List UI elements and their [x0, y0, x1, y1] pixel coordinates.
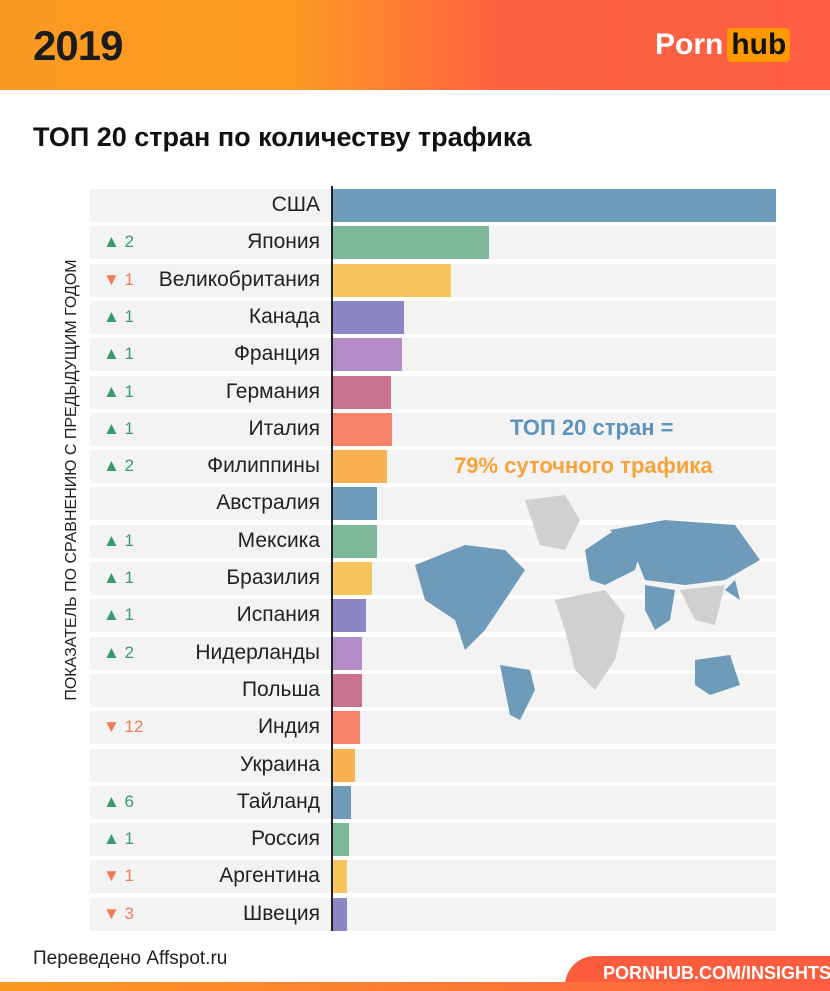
rank-change: ▼ 12: [103, 717, 144, 737]
bar: [333, 300, 404, 334]
rank-change: ▲ 1: [103, 568, 135, 587]
annotation-line1: ТОП 20 стран =: [510, 415, 674, 440]
country-label: Тайланд: [236, 789, 320, 813]
rank-change: ▲ 1: [103, 381, 135, 401]
country-label: Филиппины: [207, 454, 320, 478]
rank-change: ▲ 1: [103, 829, 135, 849]
bar: [333, 412, 392, 446]
bar: [333, 226, 489, 260]
y-axis-label: ПОКАЗАТЕЛЬ ПО СРАВНЕНИЮ С ПРЕДЫДУЩИМ ГОД…: [63, 259, 80, 701]
country-label: Канада: [248, 304, 320, 328]
annotation-line2: 79% суточного трафика: [454, 453, 713, 478]
year-title: 2019: [33, 22, 123, 69]
country-label: Индия: [257, 715, 320, 739]
bar-row: США: [90, 189, 776, 222]
bar-row: ▼ 1 Аргентина: [90, 860, 776, 894]
rank-change: ▲ 1: [103, 306, 135, 326]
country-label: Мексика: [237, 528, 320, 552]
footer-bar: [0, 982, 830, 991]
bar: [333, 375, 392, 409]
bar: [333, 487, 377, 521]
bar: [333, 524, 377, 558]
country-label: Франция: [233, 342, 320, 366]
country-label: Нидерланды: [195, 640, 320, 664]
header-banner: 2019 Porn hub: [0, 0, 830, 90]
country-label: Бразилия: [226, 566, 320, 589]
chart-title: ТОП 20 стран по количеству трафика: [33, 122, 532, 152]
bar: [333, 636, 362, 670]
bar: [333, 785, 352, 819]
rank-change: ▲ 2: [103, 456, 135, 476]
rank-change: ▲ 1: [103, 344, 135, 364]
rank-change: ▲ 1: [103, 418, 135, 438]
country-label: Польша: [241, 677, 320, 701]
axis-line: [331, 186, 333, 931]
bar: [333, 748, 356, 782]
bar: [333, 599, 366, 633]
country-label: Германия: [225, 379, 320, 403]
bar-row: ▼ 3 Швеция: [90, 897, 776, 931]
country-label: Италия: [248, 416, 320, 440]
country-label: Испания: [236, 603, 320, 627]
logo: Porn hub: [655, 28, 791, 62]
bar: [333, 189, 776, 222]
credit-text: Переведено Affspot.ru: [33, 948, 228, 969]
rank-change: ▲ 2: [103, 642, 135, 662]
bar: [333, 338, 403, 372]
country-label: Украина: [240, 752, 320, 776]
country-label: Швеция: [243, 901, 320, 925]
rank-change: ▲ 1: [103, 530, 135, 550]
world-map-icon: [415, 495, 760, 720]
bar-row: ▲ 1 Германия: [90, 375, 776, 409]
bar: [333, 823, 349, 857]
bar-row: Украина: [90, 748, 776, 782]
bar-row: ▲ 1 Канада: [90, 300, 776, 334]
country-label: Россия: [251, 827, 320, 851]
bar: [333, 450, 388, 484]
bar-row: ▲ 1 Россия: [90, 823, 776, 857]
rank-change: ▲ 1: [103, 605, 135, 625]
bar-row: ▲ 1 Италия: [90, 412, 776, 446]
rank-change: ▼ 1: [103, 269, 135, 289]
bar-row: ▲ 6 Тайланд: [90, 785, 776, 819]
rank-change: ▲ 2: [103, 232, 135, 252]
rank-change: ▼ 3: [103, 903, 135, 923]
bar: [333, 860, 348, 894]
rank-change: ▲ 6: [103, 791, 135, 811]
bar-row: ▼ 12 Индия: [90, 711, 776, 745]
bar-row: ▲ 2 Нидерланды: [90, 636, 776, 670]
bar-row: ▲ 2 Филиппины: [90, 450, 776, 484]
bar-row: Австралия: [90, 487, 776, 521]
bar-row: ▼ 1 Великобритания: [90, 263, 776, 297]
bar: [333, 673, 362, 707]
bar: [333, 562, 372, 595]
rank-change: ▼ 1: [103, 866, 135, 886]
bar-row: Польша: [90, 673, 776, 707]
country-label: Австралия: [216, 491, 320, 515]
bar-row: ▲ 2 Япония: [90, 226, 776, 260]
bar: [333, 263, 451, 297]
bar: [333, 897, 348, 931]
bar-row: ▲ 1 Франция: [90, 338, 776, 372]
country-label: Япония: [247, 230, 320, 254]
country-label: США: [271, 193, 320, 216]
country-label: Великобритания: [158, 267, 320, 291]
bar: [333, 711, 361, 745]
country-label: Аргентина: [219, 864, 320, 888]
